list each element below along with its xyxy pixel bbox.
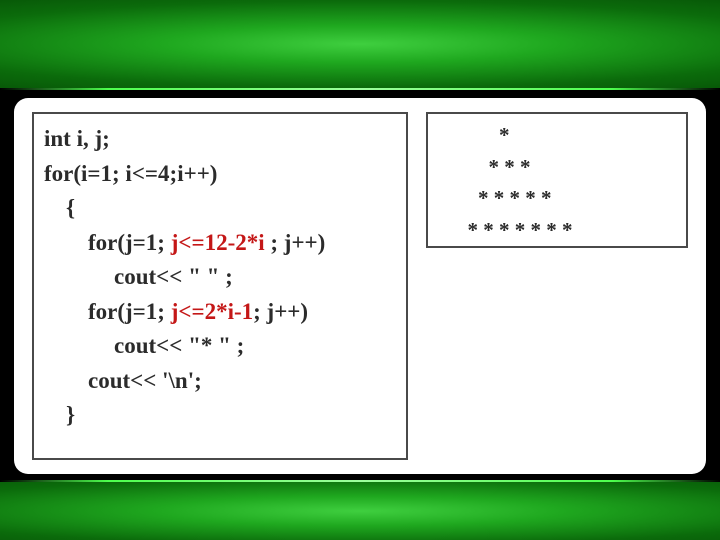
code-line: cout<< '\n'; [44, 364, 396, 399]
highlight-span: j<=12-2*i [171, 230, 265, 255]
output-box: * * * * * * * * * * * * * * * * [426, 112, 688, 248]
slide: int i, j; for(i=1; i<=4;i++) { for(j=1; … [0, 0, 720, 540]
code-line: } [44, 398, 396, 433]
code-line: cout<< " " ; [44, 260, 396, 295]
code-line: for(j=1; j<=12-2*i ; j++) [44, 226, 396, 261]
top-green-band [0, 0, 720, 88]
code-line: { [44, 191, 396, 226]
content-card: int i, j; for(i=1; i<=4;i++) { for(j=1; … [14, 98, 706, 474]
code-box: int i, j; for(i=1; i<=4;i++) { for(j=1; … [32, 112, 408, 460]
code-line: for(i=1; i<=4;i++) [44, 157, 396, 192]
bottom-green-band [0, 482, 720, 540]
highlight-span: j<=2*i-1 [171, 299, 253, 324]
output-line: * [436, 120, 678, 152]
output-line: * * * * * [436, 183, 678, 215]
code-line: for(j=1; j<=2*i-1; j++) [44, 295, 396, 330]
output-line: * * * * * * * [436, 215, 678, 247]
code-line: int i, j; [44, 122, 396, 157]
code-line: cout<< "* " ; [44, 329, 396, 364]
output-line: * * * [436, 152, 678, 184]
